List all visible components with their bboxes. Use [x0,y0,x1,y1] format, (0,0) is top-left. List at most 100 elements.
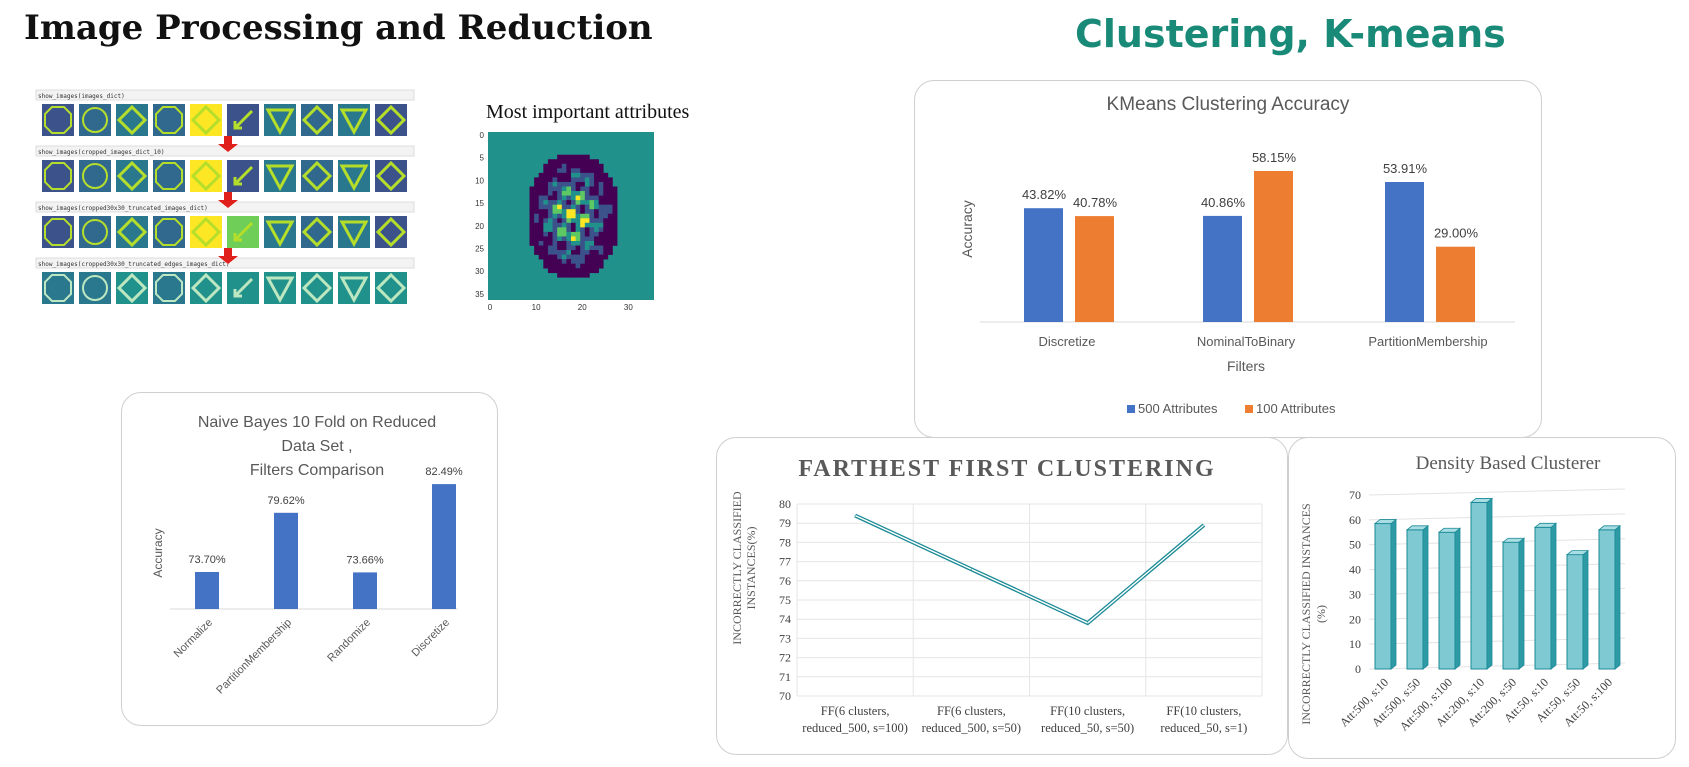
heatmap-cell [571,268,576,274]
heatmap-cell [589,209,595,215]
heatmap-cell [598,191,604,196]
heatmap-cell [547,204,553,210]
sign-shape [82,275,108,301]
heatmap-cell [598,168,604,174]
heatmap-x-tick: 0 [488,303,493,312]
heatmap-cell [598,172,604,178]
strip-label-4: show_images(cropped30x30_truncated_edges… [38,261,229,268]
heatmap-y-tick: 15 [475,199,484,208]
heatmap-cell [571,259,576,264]
sign-thumbnail [116,216,148,248]
image-strips: show_images(images_dict) show_images(cro… [35,89,415,304]
heatmap-cell [598,218,604,224]
sign-thumbnail [153,104,185,136]
heatmap-cell [538,227,544,233]
db-bar-front [1406,529,1424,670]
heatmap-cell [538,236,544,242]
heatmap-cell [543,177,549,183]
heatmap-cell [584,154,590,160]
heatmap-cell [543,259,549,264]
heatmap-y-tick: 25 [475,245,484,254]
heatmap-cell [589,254,595,260]
heatmap-cell [557,263,563,269]
heatmap-cell [594,259,599,264]
heatmap-cell [571,186,576,192]
heatmap-cell [557,259,563,264]
heatmap-cell [538,231,544,237]
heatmap-cell [566,240,572,246]
sign-thumbnail [375,216,407,248]
db-bar-top [1501,537,1526,543]
heatmap-cell [534,181,540,187]
heatmap-cell [589,204,595,210]
heatmap-cell [543,236,549,242]
heatmap-cell [594,240,599,246]
sign-shape [375,272,407,304]
heatmap-cell [561,245,567,251]
heatmap-cell [589,218,595,224]
heatmap-cell [603,213,609,219]
heatmap-cell [566,168,572,174]
ff-series-line-inner [854,514,1205,624]
heatmap-cell [557,154,563,160]
sign-thumbnail [153,160,185,192]
ff-ylabel-line-1: INCORRECTLY CLASSIFIED [730,491,744,645]
heatmap-cell [543,209,549,215]
heatmap-cell [594,236,599,242]
sign-thumbnail [301,160,333,192]
sign-shape [339,220,369,248]
ff-ylabel-line-2: INSTANCES(%) [744,526,758,609]
down-arrow-icon [218,192,238,208]
heatmap-cell [547,159,553,165]
heatmap-cell [607,209,613,215]
heatmap-cell [598,213,604,219]
heatmap-cell [607,177,613,183]
heatmap-cell [607,218,613,224]
heatmap-cell [603,195,609,201]
heatmap-cell [594,268,599,274]
heatmap-cell [538,213,544,219]
sign-thumbnail [190,104,222,136]
heatmap-cell [552,218,558,224]
heatmap-y-tick: 5 [480,154,485,163]
kmeans-bar-label: 58.15% [1252,150,1297,165]
db-bar-front [1502,541,1520,670]
heatmap-cell [584,168,590,174]
heatmap-cell [584,200,590,205]
sign-thumbnail [190,272,222,304]
db-y-tick: 60 [1349,513,1361,527]
heatmap-cell [552,259,558,264]
heatmap-cell [594,227,599,233]
heatmap-cell [607,186,613,192]
heatmap-cell [598,227,604,233]
heatmap-cell [589,245,595,251]
db-bar-top [1533,522,1558,528]
heatmap-cell [552,268,558,274]
heatmap-cell [584,204,590,210]
heatmap-cell [547,222,553,228]
heatmap-cell [561,268,567,274]
heatmap-cell [566,227,572,233]
kmeans-bar-label: 29.00% [1434,226,1479,241]
ff-category-label: FF(10 clusters, [1050,704,1125,718]
image-strip-row-4 [42,272,407,304]
heatmap-cell [566,181,572,187]
heatmap-cell [538,191,544,196]
heatmap-y-tick: 30 [475,267,484,276]
kmeans-category-label: PartitionMembership [1368,334,1487,349]
db-bar-top [1565,550,1590,556]
heatmap-cell [603,204,609,210]
heatmap-cell [594,181,599,187]
sign-shape [44,162,72,190]
heatmap-cell [598,259,604,264]
heatmap-cell [538,209,544,215]
db-gridline [1368,488,1626,496]
heatmap-cell [552,227,558,233]
heatmap-cell [547,263,553,269]
heatmap-cell [598,240,604,246]
heatmap-cell [575,204,581,210]
heatmap-cell [543,245,549,251]
heatmap-cell [557,200,563,205]
heatmap-cell [529,213,535,219]
heatmap-cell [529,240,535,246]
